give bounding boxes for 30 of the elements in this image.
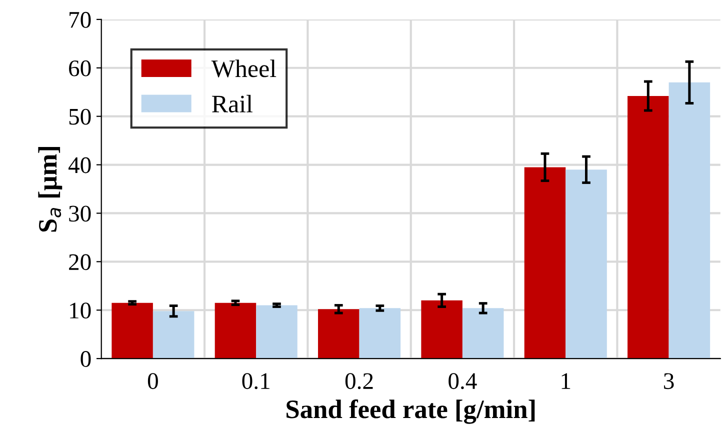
x-tick-label: 3 [664,373,674,390]
x-tick-label: 0.2 [345,373,373,390]
bar [668,82,710,359]
y-tick-label: 30 [69,206,91,222]
x-tick-label: 0.4 [448,373,477,390]
bar [256,305,298,359]
bar [566,170,607,359]
x-tick-label: 0.1 [242,373,270,390]
bar [152,311,194,359]
bar [214,302,256,359]
y-tick-label: 10 [70,302,91,319]
bar [318,309,360,359]
y-tick-label: 70 [70,12,91,28]
x-axis-title: Sand feed rate [g/min] [286,399,535,424]
x-tick-label: 0 [148,373,158,390]
y-tick-label: 0 [80,351,91,367]
bar [112,302,153,359]
bar [524,167,566,359]
x-tick-label: 1 [562,373,570,389]
y-tick-label: 50 [69,108,91,125]
bar [359,308,401,359]
bar [421,300,462,359]
y-tick-label: 20 [69,254,91,270]
legend-label: Rail [212,94,253,113]
y-tick-label: 40 [68,157,91,174]
bar [462,308,504,359]
legend-label: Wheel [211,60,276,78]
y-axis-title: S$_{a}$ [μm] [38,146,62,232]
bar [628,96,669,359]
y-tick-label: 60 [69,60,91,76]
